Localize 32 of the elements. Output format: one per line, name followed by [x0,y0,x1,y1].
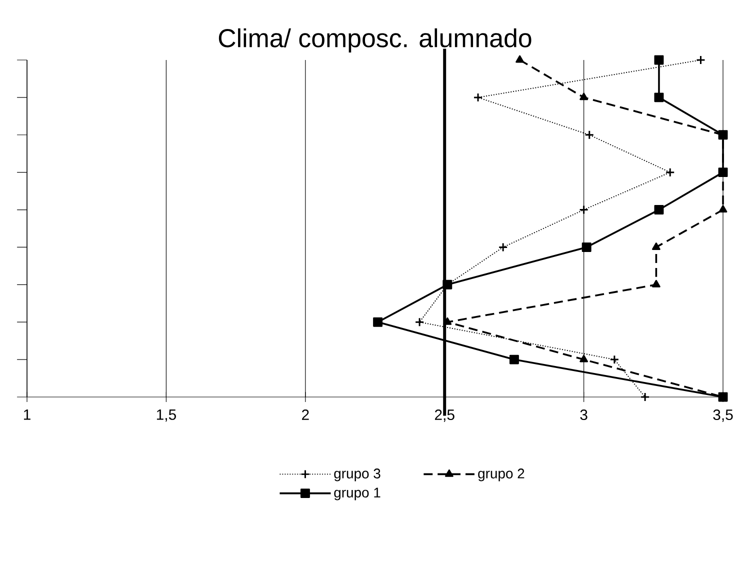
point [509,354,519,364]
point [580,92,588,100]
point [580,354,588,362]
point [654,92,664,102]
point [498,242,508,252]
point [473,92,483,102]
x-tick-label: 1 [24,409,30,420]
point [665,168,675,178]
point [443,317,452,325]
x-tick-label: 2 [302,409,309,420]
point [654,55,664,65]
point [640,392,650,402]
point [582,242,592,252]
point [414,317,424,327]
chart-title: Clima/ composc. alumnado [218,28,532,52]
x-tick-label: 3,5 [713,409,733,422]
legend-label: grupo 1 [334,488,380,500]
point [579,205,589,215]
point [584,130,594,140]
legend-label: grupo 3 [334,468,380,482]
point [373,317,383,327]
point [718,205,728,213]
point [610,354,620,364]
point [652,242,660,250]
point [652,280,660,288]
point [696,55,706,65]
x-tick-label: 2,5 [434,409,454,422]
x-tick-label: 3 [580,409,588,420]
x-tick-label: 1,5 [156,409,176,422]
point [516,55,524,63]
legend-label: grupo 2 [478,468,524,482]
point [654,205,664,215]
